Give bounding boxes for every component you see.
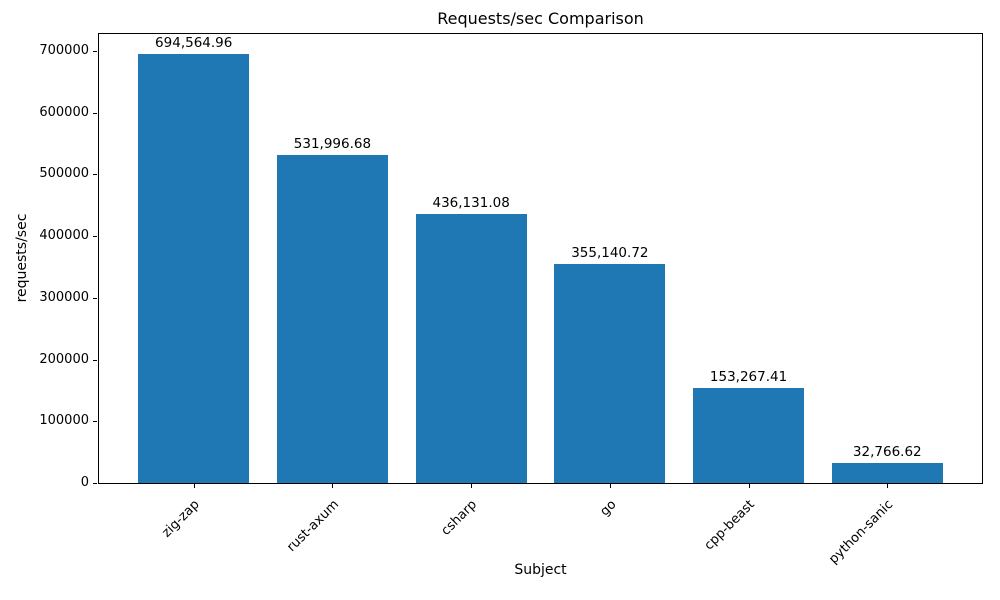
y-tick-mark	[93, 483, 97, 484]
x-tick-mark	[748, 484, 750, 488]
x-tick-mark	[887, 484, 889, 488]
y-tick-label: 400000	[39, 228, 89, 244]
plot-area	[98, 33, 983, 484]
y-tick-mark	[93, 51, 97, 53]
y-tick-label: 700000	[39, 43, 89, 59]
y-tick-label: 200000	[39, 351, 89, 367]
x-tick-label-cpp-beast: cpp-beast	[701, 497, 758, 554]
y-tick-mark	[93, 174, 97, 176]
x-tick-label-csharp: csharp	[438, 497, 481, 539]
chart-title: Requests/sec Comparison	[437, 9, 644, 28]
x-tick-mark	[332, 484, 334, 488]
x-tick-mark	[609, 484, 611, 488]
y-tick-label: 600000	[39, 104, 89, 120]
x-tick-mark	[193, 484, 195, 488]
y-tick-mark	[93, 421, 97, 423]
bar-value-label: 153,267.41	[709, 369, 788, 386]
x-tick-label-go: go	[597, 497, 620, 520]
y-tick-mark	[93, 112, 97, 114]
y-tick-mark	[93, 236, 97, 238]
bar-value-label: 531,996.68	[293, 135, 372, 152]
x-tick-label-python-sanic: python-sanic	[826, 497, 897, 568]
bar-rust-axum	[276, 154, 388, 483]
y-tick-label: 100000	[39, 413, 89, 429]
y-tick-mark	[93, 297, 97, 299]
bar-cpp-beast	[693, 388, 805, 483]
bar-python-sanic	[831, 462, 943, 483]
y-tick-label: 500000	[39, 166, 89, 182]
bar-value-label: 436,131.08	[432, 194, 510, 211]
x-axis-label: Subject	[514, 562, 567, 578]
y-tick-mark	[93, 359, 97, 361]
bar-value-label: 32,766.62	[852, 443, 922, 460]
x-tick-label-rust-axum: rust-axum	[283, 497, 342, 555]
bar-csharp	[415, 213, 527, 483]
x-tick-mark	[471, 484, 473, 488]
x-tick-label-zig-zap: zig-zap	[159, 497, 204, 541]
y-tick-label: 0	[80, 475, 89, 490]
bar-value-label: 355,140.72	[571, 244, 649, 261]
y-tick-label: 300000	[39, 289, 89, 305]
bar-value-label: 694,564.96	[155, 35, 233, 52]
bar-go	[554, 263, 666, 483]
bar-zig-zap	[138, 54, 250, 483]
